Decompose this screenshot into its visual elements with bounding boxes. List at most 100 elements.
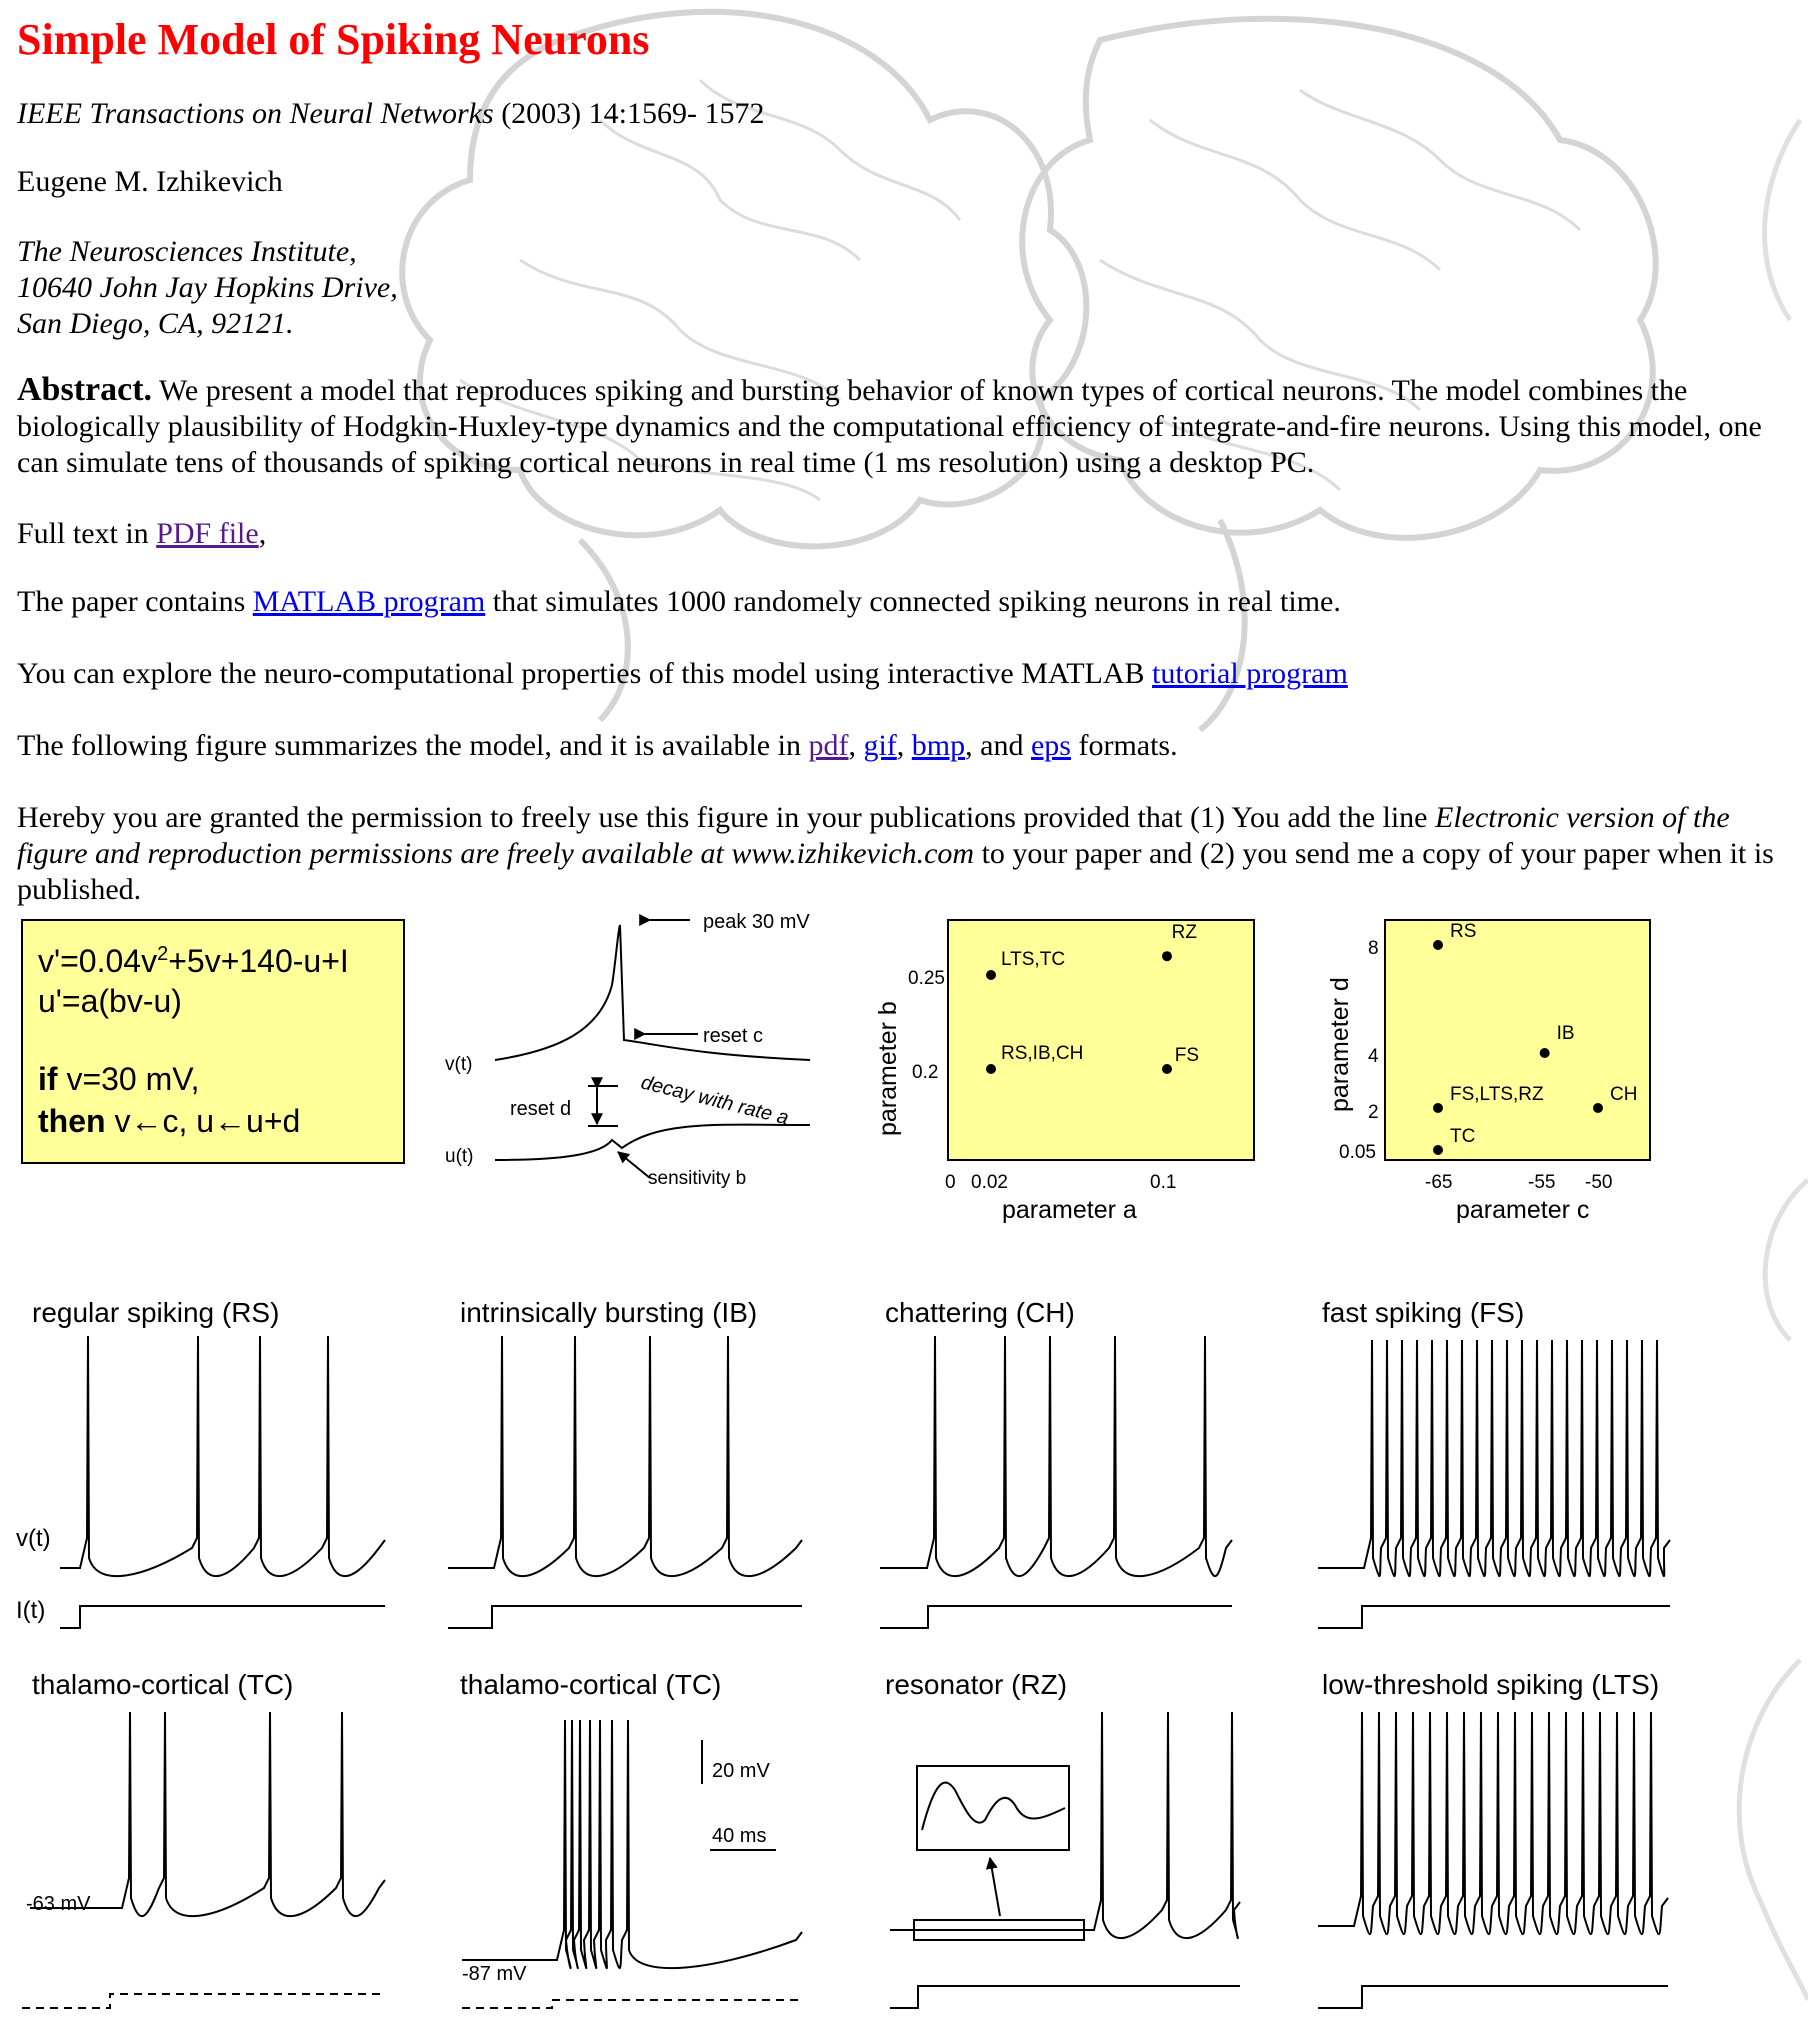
resting-63-label: -63 mV [26,1893,91,1915]
diagram-u-label: u(t) [445,1146,474,1167]
scatter-ab-ylabel: parameter b [874,1001,902,1136]
scatter-ab-point-label: LTS,TC [1001,949,1065,970]
figure-bmp-link[interactable]: bmp [911,729,966,762]
trace-lts-voltage [1318,1711,1669,1936]
trace-ib-voltage [448,1335,803,1577]
matlab-prefix: The paper contains [17,585,253,618]
matlab-program-link[interactable]: MATLAB program [252,585,486,618]
scatter-cd-xtick: -50 [1585,1172,1612,1193]
scatter-ab-xtick: 0.02 [971,1172,1008,1193]
reset-rule: then v←c, u←u+d [38,1103,300,1139]
equations-panel [21,919,405,1164]
scatter-cd-point-label: RS [1450,921,1476,942]
reset-condition: if v=30 mV, [38,1061,200,1097]
scatter-ab-ytick: 0.25 [908,968,945,989]
resting-87-label: -87 mV [462,1963,527,1985]
scatter-cd-ytick: 4 [1368,1046,1379,1067]
trace-rz-voltage [890,1711,1241,1940]
scatter-ab-point-label: RS,IB,CH [1001,1043,1083,1064]
scatter-ab-point [1162,1064,1172,1074]
permission-citation-line: Electronic version of the figure and rep… [17,801,1730,870]
trace-title-tc1: thalamo-cortical (TC) [32,1669,293,1700]
scatter-ab-xtick: 0 [945,1172,956,1193]
figure-gif-link[interactable]: gif [863,729,897,762]
matlab-suffix: that simulates 1000 randomely connected … [485,585,1341,618]
formats-suffix: formats. [1070,729,1178,762]
figure-pdf-link[interactable]: pdf [808,729,849,762]
scatter-ab-point [1162,951,1172,962]
trace-ch-current [880,1605,1232,1629]
scatter-cd-points: RS IB FS,LTS,RZ CH TC [1433,921,1637,1155]
scatter-ab-point [986,1064,996,1074]
fulltext-line: Full text in PDF file, [17,516,266,552]
fulltext-prefix: Full text in [17,517,157,550]
trace-v-label: v(t) [16,1525,51,1552]
scale-ms-label: 40 ms [712,1825,766,1847]
scatter-ab-xtick: 0.1 [1150,1172,1176,1193]
abstract: Abstract. We present a model that reprod… [17,372,1792,481]
scatter-cd-panel [1384,919,1651,1161]
scatter-cd-point [1593,1103,1603,1113]
spike-mechanism-diagram [494,914,811,1179]
scatter-cd-xtick: -65 [1425,1172,1452,1193]
scatter-cd-point-label: FS,LTS,RZ [1450,1084,1544,1105]
trace-rs-current [60,1605,385,1629]
scale-mv-label: 20 mV [712,1760,770,1782]
formats-line: The following figure summarizes the mode… [17,728,1178,764]
trace-title-rs: regular spiking (RS) [32,1297,279,1328]
equation-v: v'=0.04v2+5v+140-u+I [38,943,349,979]
scatter-cd-point-label: CH [1610,1084,1637,1105]
trace-fs-voltage [1318,1339,1671,1578]
peak-label: peak 30 mV [703,911,810,933]
trace-rz-current [890,1985,1240,2009]
figure-eps-link[interactable]: eps [1030,729,1071,762]
trace-title-lts: low-threshold spiking (LTS) [1322,1669,1659,1700]
voltage-traces [22,1335,1671,2009]
scatter-cd-point [1433,1145,1443,1155]
trace-title-ib: intrinsically bursting (IB) [460,1297,757,1328]
scatter-cd-ytick: 0.05 [1339,1142,1376,1163]
scatter-cd-ytick: 8 [1368,938,1379,959]
formats-separator: , [848,729,864,762]
tutorial-program-link[interactable]: tutorial program [1152,657,1348,690]
pdf-file-link[interactable]: PDF file [156,517,259,550]
scatter-cd-xlabel: parameter c [1456,1196,1589,1224]
scatter-cd-point [1433,1103,1443,1113]
author-address: The Neurosciences Institute, 10640 John J… [17,234,398,342]
permission-prefix: Hereby you are granted the permission to… [17,801,1435,834]
resonator-inset-wave [921,1781,1066,1831]
permission-suffix: to your paper and (2) you send me a copy… [17,837,1774,906]
scatter-cd-point [1539,1048,1550,1058]
abstract-text: We present a model that reproduces spiki… [17,374,1762,479]
scatter-ab-xlabel: parameter a [1002,1196,1137,1224]
scatter-cd-ylabel: parameter d [1326,977,1354,1112]
tutorial-prefix: You can explore the neuro-computational … [17,657,1153,690]
trace-lts-current [1318,1985,1668,2009]
reset-d-label: reset d [510,1098,571,1120]
scatter-ab-ytick: 0.2 [912,1062,938,1083]
address-line-3: San Diego, CA, 92121. [17,307,294,340]
trace-title-fs: fast spiking (FS) [1322,1297,1524,1328]
formats-prefix: The following figure summarizes the mode… [17,729,809,762]
fulltext-suffix: , [258,517,267,550]
scatter-cd-point-label: TC [1450,1126,1475,1147]
trace-i-label: I(t) [16,1597,45,1624]
trace-fs-current [1318,1605,1670,1629]
trace-title-ch: chattering (CH) [885,1297,1075,1328]
page-title: Simple Model of Spiking Neurons [17,15,650,64]
diagram-v-label: v(t) [445,1054,472,1075]
scatter-ab-point-label: FS [1175,1045,1199,1066]
scatter-ab-point-label: RZ [1172,922,1198,943]
scatter-cd-point [1433,940,1443,950]
formats-separator: , and [965,729,1031,762]
trace-tc1-current [22,1993,385,2009]
trace-title-tc2: thalamo-cortical (TC) [460,1669,721,1700]
journal-name: IEEE Transactions on Neural Networks [17,97,494,130]
tutorial-line: You can explore the neuro-computational … [17,656,1348,692]
matlab-line: The paper contains MATLAB program that s… [17,584,1341,620]
citation: IEEE Transactions on Neural Networks (20… [17,96,765,132]
scatter-cd-point-label: IB [1557,1023,1575,1044]
trace-tc1-voltage [30,1711,386,1918]
